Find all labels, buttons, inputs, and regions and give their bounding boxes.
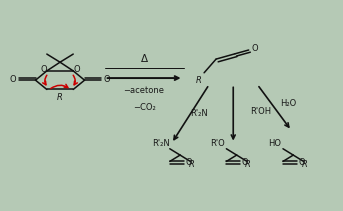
Text: R: R <box>196 76 202 85</box>
Text: R: R <box>301 160 308 169</box>
Text: R: R <box>57 93 63 102</box>
Text: O: O <box>104 75 110 84</box>
Text: R: R <box>245 160 251 169</box>
Text: H₂O: H₂O <box>280 99 296 108</box>
Text: O: O <box>185 158 192 167</box>
Text: R'O: R'O <box>210 139 225 148</box>
Text: HO: HO <box>268 139 281 148</box>
Text: R: R <box>188 160 194 169</box>
Text: R'₂N: R'₂N <box>152 139 170 148</box>
Text: O: O <box>242 158 249 167</box>
Text: O: O <box>10 75 16 84</box>
Text: O: O <box>298 158 305 167</box>
Text: −CO₂: −CO₂ <box>133 103 155 112</box>
Text: R'₂N: R'₂N <box>190 110 208 118</box>
Text: O: O <box>73 65 80 74</box>
Text: O: O <box>40 65 47 74</box>
Text: Δ: Δ <box>141 54 147 64</box>
Text: O: O <box>251 45 258 53</box>
Text: R'OH: R'OH <box>250 107 272 116</box>
Text: −acetone: −acetone <box>123 86 165 95</box>
